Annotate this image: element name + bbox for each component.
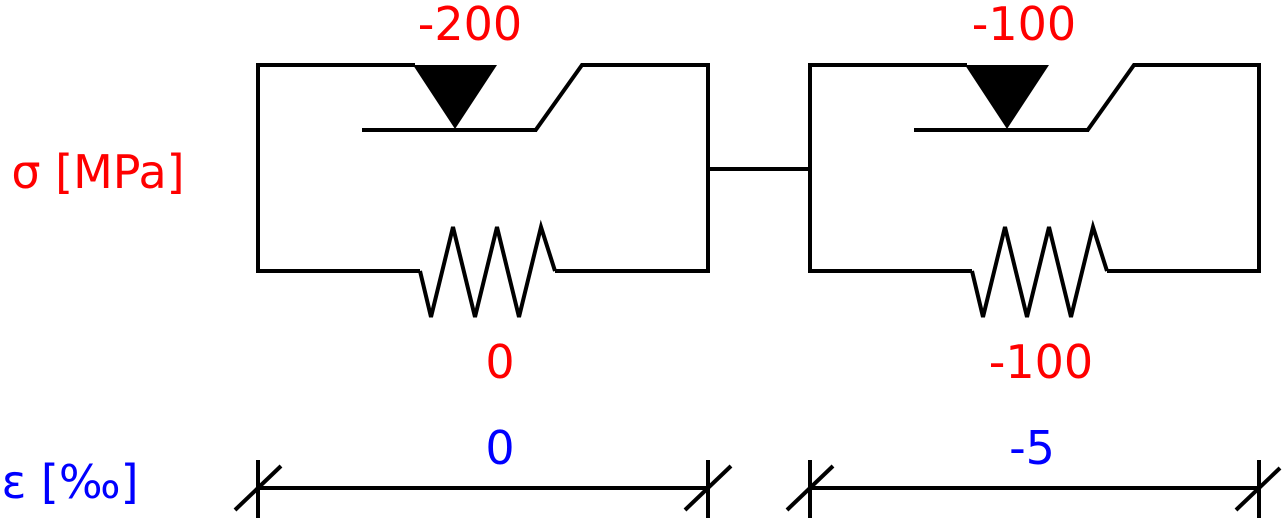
strain-axis-label: ε [‰]	[1, 455, 138, 509]
element-2-spring-stress-label: -100	[989, 335, 1093, 389]
element-2: -100 -100 -5	[785, 0, 1282, 518]
element-2-slider-frame	[808, 63, 1261, 273]
element-2-dimension-slash-left	[785, 464, 835, 512]
element-1-spring-icon	[418, 219, 557, 318]
element-1-slider-stress-label: -200	[418, 0, 522, 51]
element-2-dimension-slash-right	[1234, 466, 1282, 512]
element-2-strain-label: -5	[1009, 421, 1055, 475]
element-1-strain-dimension	[233, 460, 733, 518]
stress-axis-label: σ [MPa]	[11, 145, 184, 199]
element-2-strain-dimension	[785, 460, 1282, 518]
element-2-slider-triangle-icon	[965, 65, 1049, 129]
element-1-spring-stress-label: 0	[485, 335, 514, 389]
element-1-strain-label: 0	[485, 421, 514, 475]
element-2-spring-icon	[970, 219, 1109, 318]
element-2-slider-stress-label: -100	[972, 0, 1076, 51]
element-1: -200 0 0	[233, 0, 733, 518]
element-1-dimension-slash-right	[683, 464, 733, 512]
element-1-dimension-slash-left	[233, 464, 283, 512]
element-1-slider-frame	[256, 63, 710, 273]
element-1-slider-triangle-icon	[413, 65, 497, 129]
